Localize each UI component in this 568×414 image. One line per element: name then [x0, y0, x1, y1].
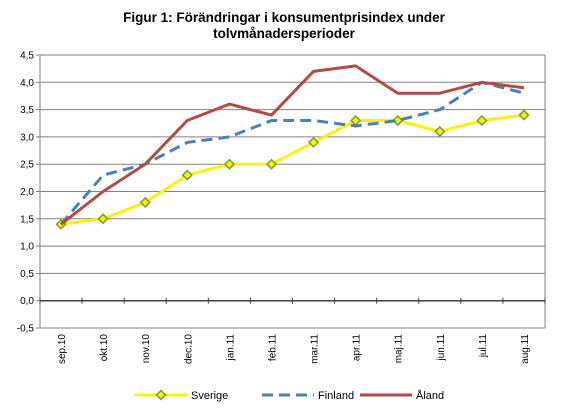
data-point-sverige [518, 109, 530, 121]
data-point-sverige [265, 158, 278, 170]
chart-title-line-1: Figur 1: Förändringar i konsumentprisind… [123, 10, 446, 25]
legend-label-sverige: Sverige [191, 390, 228, 402]
y-tick-label: 1,0 [20, 242, 34, 253]
y-tick-label: 4,0 [20, 78, 34, 89]
x-tick-label: sep.10 [57, 334, 68, 364]
y-tick-label: 0,5 [20, 269, 34, 280]
axes: 4,5 4,0 3,5 3,0 2,5 2,0 1,5 1,0 0,5 0,0 -0,5 sep.10… [17, 51, 546, 364]
x-tick-label: okt.10 [99, 334, 110, 362]
x-tick-label: jun.11 [436, 334, 447, 362]
chart-title-line-2: tolvmånadersperioder [213, 26, 356, 41]
grid [40, 54, 545, 329]
y-tick-label: 3,0 [20, 132, 34, 143]
x-tick-label: dec.10 [183, 334, 194, 364]
series-line-finland [59, 80, 525, 226]
data-point-sverige [139, 196, 151, 208]
legend-label-finland: Finland [318, 390, 354, 402]
x-tick-label: nov.10 [141, 334, 152, 364]
data-point-sverige [392, 114, 404, 127]
y-tick-label: 0,0 [20, 296, 34, 307]
data-point-sverige [181, 169, 193, 181]
series-line--land [60, 64, 525, 226]
data-point-sverige [476, 114, 488, 127]
data-point-sverige [434, 125, 446, 138]
x-tick-label: feb.11 [267, 334, 278, 361]
series-line-sverige [60, 113, 525, 226]
legend-marker-sverige [155, 389, 167, 401]
y-tick-label: 2,0 [20, 187, 34, 198]
y-tick-label: 2,5 [20, 160, 34, 171]
y-tick-label: 1,5 [20, 214, 34, 225]
legend-label--land: Åland [416, 389, 444, 402]
x-tick-label: jan.11 [225, 334, 236, 362]
x-tick-label: jul.11 [478, 334, 489, 359]
data-point-sverige [307, 136, 320, 148]
data-point-sverige [223, 158, 235, 170]
data-point-sverige [97, 213, 109, 225]
x-tick-label: mar.11 [310, 334, 321, 364]
y-tick-label: 3,5 [20, 105, 34, 116]
x-tick-label: apr.11 [352, 334, 363, 361]
legend: Sverige Finland Åland [135, 389, 444, 402]
x-tick-label: maj.11 [394, 334, 405, 364]
x-tick-label: aug.11 [520, 334, 531, 364]
y-tick-label: 4,5 [20, 51, 34, 62]
series [55, 64, 530, 230]
y-tick-label: -0,5 [17, 324, 35, 335]
